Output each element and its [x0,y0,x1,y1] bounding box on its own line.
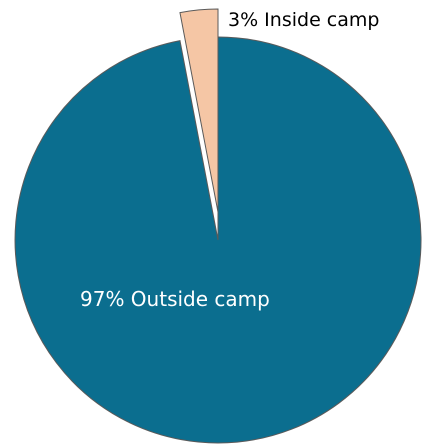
slice-label-inside-camp: 3% Inside camp [228,9,379,31]
slice-label-outside-camp: 97% Outside camp [80,287,270,311]
pie-slice-outside-camp [14,36,422,444]
pie-slice-inside-camp [179,8,219,213]
pie-slices [14,8,422,444]
